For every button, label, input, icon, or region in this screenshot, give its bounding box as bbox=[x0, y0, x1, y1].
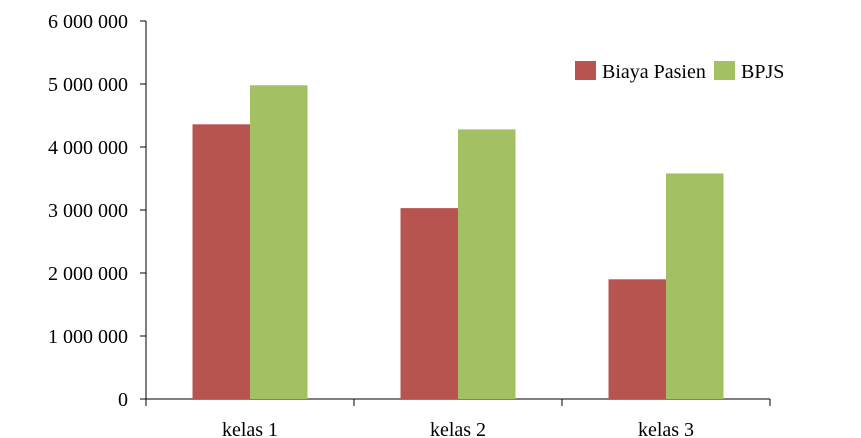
y-axis: 0 1 000 000 2 000 000 3 000 000 4 000 000 5 0… bbox=[48, 11, 147, 411]
y-tick-label: 3 000 000 bbox=[48, 200, 128, 222]
y-tick-label: 4 000 000 bbox=[48, 137, 128, 159]
bar-biaya-pasien-kelas-2 bbox=[400, 208, 458, 399]
y-tick-label: 1 000 000 bbox=[48, 326, 128, 348]
bar-bpjs-kelas-1 bbox=[250, 85, 308, 399]
y-tick-label: 2 000 000 bbox=[48, 263, 128, 285]
x-tick-label: kelas 1 bbox=[222, 419, 278, 438]
x-tick-label: kelas 2 bbox=[430, 419, 486, 438]
y-tick-label: 6 000 000 bbox=[48, 11, 128, 33]
bars bbox=[192, 85, 724, 400]
legend-swatch bbox=[714, 61, 735, 80]
y-tick-label: 5 000 000 bbox=[48, 74, 128, 96]
x-tick-label: kelas 3 bbox=[638, 419, 694, 438]
bar-bpjs-kelas-3 bbox=[666, 173, 724, 399]
legend-label: Biaya Pasien bbox=[602, 61, 706, 83]
bar-biaya-pasien-kelas-1 bbox=[192, 124, 250, 399]
legend-label: BPJS bbox=[741, 61, 784, 83]
y-tick-label: 0 bbox=[118, 389, 128, 411]
legend-swatch bbox=[575, 61, 596, 80]
legend: Biaya Pasien BPJS bbox=[575, 61, 784, 83]
x-axis: kelas 1 kelas 2 kelas 3 bbox=[145, 398, 771, 438]
bar-biaya-pasien-kelas-3 bbox=[608, 279, 666, 399]
bar-bpjs-kelas-2 bbox=[458, 129, 516, 400]
